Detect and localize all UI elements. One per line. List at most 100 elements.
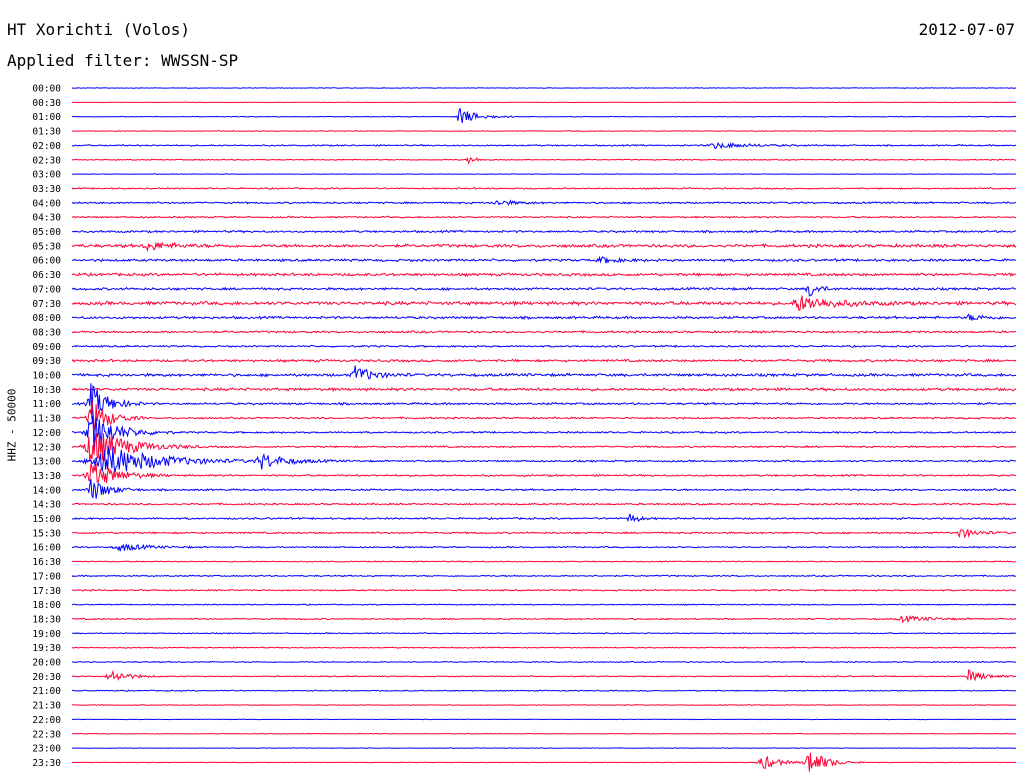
- time-tick-labels: 00:00 00:30 01:00 01:30 02:00 02:30 03:00 03:30…: [32, 84, 61, 769]
- time-tick-label: 07:30: [32, 299, 61, 310]
- trace-lines: [71, 87, 1017, 772]
- trace-1730: [71, 588, 1016, 592]
- station-title: HT Xorichti (Volos): [7, 20, 191, 39]
- time-tick-label: 14:00: [32, 485, 61, 496]
- trace-0800: [71, 313, 1017, 321]
- trace-1130: [71, 400, 1017, 433]
- time-tick-label: 11:30: [32, 414, 61, 425]
- time-tick-label: 01:00: [32, 112, 61, 123]
- time-tick-label: 17:00: [32, 571, 61, 582]
- time-tick-label: 19:00: [32, 629, 61, 640]
- trace-1030: [71, 386, 1017, 392]
- time-tick-label: 22:30: [32, 729, 61, 740]
- trace-2100: [71, 689, 1017, 692]
- filter-label: Applied filter: WWSSN-SP: [7, 51, 239, 70]
- time-tick-label: 04:00: [32, 198, 61, 209]
- trace-0230: [71, 156, 1017, 165]
- time-tick-label: 00:00: [32, 84, 61, 95]
- time-tick-label: 01:30: [32, 127, 61, 138]
- time-tick-label: 06:00: [32, 256, 61, 267]
- time-tick-label: 16:30: [32, 557, 61, 568]
- trace-2300: [71, 747, 1016, 749]
- time-tick-label: 05:30: [32, 241, 61, 252]
- trace-1000: [71, 365, 1017, 380]
- time-tick-label: 18:30: [32, 614, 61, 625]
- record-date: 2012-07-07: [918, 20, 1015, 39]
- time-tick-label: 09:00: [32, 342, 61, 353]
- trace-1200: [71, 415, 1016, 451]
- time-tick-label: 03:30: [32, 184, 61, 195]
- time-tick-label: 15:30: [32, 528, 61, 539]
- time-tick-label: 12:30: [32, 442, 61, 453]
- time-tick-label: 05:00: [32, 227, 61, 238]
- trace-0330: [71, 186, 1016, 190]
- trace-1330: [71, 463, 1017, 483]
- time-tick-label: 22:00: [32, 715, 61, 726]
- time-tick-label: 02:00: [32, 141, 61, 152]
- trace-1930: [71, 646, 1017, 649]
- trace-0030: [71, 101, 1017, 104]
- time-tick-label: 23:00: [32, 744, 61, 755]
- trace-0500: [71, 229, 1017, 234]
- time-tick-label: 18:00: [32, 600, 61, 611]
- time-tick-label: 23:30: [32, 758, 61, 769]
- trace-1500: [71, 513, 1017, 523]
- time-tick-label: 20:30: [32, 672, 61, 683]
- time-tick-label: 07:00: [32, 284, 61, 295]
- trace-1800: [71, 603, 1017, 606]
- trace-2330: [71, 752, 1016, 772]
- trace-1600: [71, 543, 1017, 552]
- time-tick-label: 08:30: [32, 327, 61, 338]
- time-tick-label: 10:00: [32, 371, 61, 382]
- time-tick-label: 02:30: [32, 155, 61, 166]
- time-tick-label: 15:00: [32, 514, 61, 525]
- trace-0630: [71, 271, 1016, 278]
- time-tick-label: 13:00: [32, 457, 61, 468]
- trace-2130: [71, 704, 1017, 706]
- trace-0730: [71, 295, 1017, 311]
- trace-1830: [71, 614, 1017, 624]
- trace-1230: [71, 432, 1017, 463]
- time-tick-label: 21:30: [32, 701, 61, 712]
- time-tick-label: 04:30: [32, 213, 61, 224]
- trace-1900: [71, 632, 1017, 635]
- trace-0000: [71, 87, 1017, 89]
- trace-2000: [71, 660, 1017, 664]
- trace-0700: [71, 286, 1017, 297]
- time-tick-label: 08:00: [32, 313, 61, 324]
- trace-1400: [71, 479, 1017, 499]
- trace-0600: [71, 255, 1017, 264]
- trace-2030: [71, 668, 1017, 682]
- trace-0430: [71, 215, 1017, 219]
- time-tick-label: 09:30: [32, 356, 61, 367]
- trace-1530: [71, 528, 1017, 539]
- trace-0400: [71, 199, 1017, 206]
- trace-2230: [71, 732, 1017, 735]
- trace-0900: [72, 344, 1017, 348]
- time-tick-label: 13:30: [32, 471, 61, 482]
- time-tick-label: 16:00: [32, 543, 61, 554]
- trace-0130: [71, 130, 1017, 132]
- trace-1430: [71, 502, 1017, 506]
- trace-1700: [71, 574, 1017, 578]
- time-tick-label: 10:30: [32, 385, 61, 396]
- time-tick-label: 00:30: [32, 98, 61, 109]
- time-tick-label: 21:00: [32, 686, 61, 697]
- trace-0930: [71, 358, 1017, 363]
- time-tick-label: 20:00: [32, 658, 61, 669]
- trace-1630: [72, 560, 1016, 563]
- trace-0100: [71, 108, 1017, 123]
- trace-0530: [71, 241, 1017, 252]
- trace-0830: [71, 329, 1017, 334]
- time-tick-label: 17:30: [32, 586, 61, 597]
- trace-1100: [71, 383, 1017, 420]
- time-tick-label: 14:30: [32, 500, 61, 511]
- time-tick-label: 19:30: [32, 643, 61, 654]
- trace-0200: [71, 141, 1017, 150]
- trace-1300: [71, 445, 1017, 473]
- time-tick-label: 06:30: [32, 270, 61, 281]
- time-tick-label: 11:00: [32, 399, 61, 410]
- time-tick-label: 12:00: [32, 428, 61, 439]
